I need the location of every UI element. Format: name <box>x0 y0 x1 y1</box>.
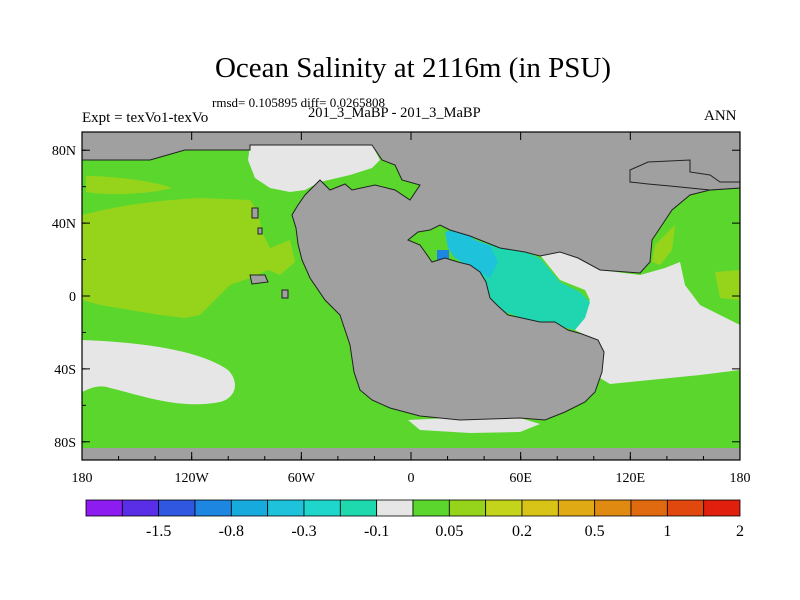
colorbar-swatch <box>267 499 305 517</box>
colorbar-swatch <box>194 499 232 517</box>
colorbar-swatch <box>594 499 632 517</box>
y-tick-label: 40N <box>52 217 76 232</box>
colorbar: -1.5 -0.8 -0.3 -0.1 0.05 0.2 0.5 1 2 <box>85 499 744 540</box>
y-tick-label: 80S <box>54 436 76 451</box>
positive-mid-region-pacific <box>82 198 295 318</box>
near-zero-region-south-pacific <box>82 340 235 405</box>
experiment-label: Expt = texVo1-texVo <box>82 110 209 126</box>
near-zero-region-indian <box>540 250 740 384</box>
positive-mid-region-west <box>715 270 740 300</box>
colorbar-swatch <box>521 499 559 517</box>
y-tick-label: 80N <box>52 144 76 159</box>
x-tick-label: 60W <box>288 471 316 486</box>
colorbar-swatch <box>303 499 341 517</box>
colorbar-label: 0.05 <box>435 523 463 540</box>
season-label: ANN <box>704 108 737 124</box>
land-americas <box>82 132 740 421</box>
land-caribbean-islands <box>249 274 269 285</box>
x-tick-label: 120W <box>175 471 210 486</box>
x-tick-label: 60E <box>509 471 532 486</box>
x-tick-label: 120E <box>616 471 646 486</box>
runs-text: 201_3_MaBP - 201_3_MaBP <box>308 105 481 121</box>
colorbar-label: 0.5 <box>585 523 605 540</box>
colorbar-swatch <box>703 499 741 517</box>
near-zero-region-antarctic <box>408 418 540 433</box>
colorbar-swatch <box>448 499 487 517</box>
x-axis: 180 120W 60W 0 60E 120E 180 <box>72 132 751 486</box>
colorbar-swatch <box>376 499 414 517</box>
colorbar-label: -1.5 <box>146 523 171 540</box>
colorbar-label: 0.2 <box>512 523 532 540</box>
x-tick-label: 180 <box>72 471 93 486</box>
stats-text: rmsd= 0.105895 diff= 0.0265808 <box>212 95 385 110</box>
colorbar-label: 1 <box>663 523 671 540</box>
colorbar-label: -0.1 <box>364 523 389 540</box>
map-title: Ocean Salinity at 2116m (in PSU) <box>214 52 612 84</box>
x-tick-label: 0 <box>408 471 415 486</box>
colorbar-swatch <box>630 499 668 517</box>
colorbar-label: -0.8 <box>219 523 244 540</box>
colorbar-swatch <box>412 499 450 517</box>
positive-mid-region-westpac <box>652 225 675 265</box>
land-small-islands <box>251 207 289 299</box>
y-tick-label: 40S <box>54 363 76 378</box>
land-bering <box>629 159 740 191</box>
x-tick-label: 180 <box>730 471 751 486</box>
colorbar-label: 2 <box>736 523 744 540</box>
colorbar-swatch <box>121 499 160 517</box>
colorbar-label: -0.3 <box>291 523 316 540</box>
map-plot-area <box>82 132 740 460</box>
colorbar-swatch <box>158 499 196 517</box>
colorbar-swatch <box>666 499 705 517</box>
colorbar-swatch <box>485 499 523 517</box>
colorbar-swatch <box>339 499 378 517</box>
positive-mid-region-north <box>86 176 172 195</box>
y-tick-label: 0 <box>69 290 76 305</box>
negative-region-cyan <box>445 228 498 278</box>
colorbar-swatch <box>230 499 269 517</box>
colorbar-swatch <box>85 499 123 517</box>
y-axis: 80N 40N 0 40S 80S <box>52 144 740 451</box>
colorbar-swatch <box>557 499 596 517</box>
near-zero-region-arctic <box>248 145 380 192</box>
